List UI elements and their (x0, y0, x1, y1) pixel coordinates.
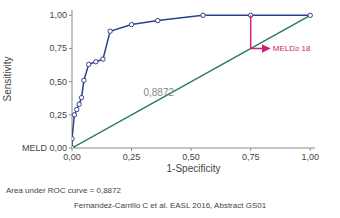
y-tick (69, 15, 72, 16)
y-tick-label: 0,50 (49, 77, 67, 87)
point (79, 95, 83, 99)
point (77, 102, 81, 106)
point (72, 146, 74, 148)
y-tick-label: 1,00 (49, 10, 67, 20)
y-tick-label: MELD 0,00 (22, 143, 67, 153)
x-axis (72, 148, 315, 149)
y-tick-label: 0,75 (49, 43, 67, 53)
series-line (72, 15, 310, 148)
y-tick (69, 148, 72, 149)
annotation-arrow (251, 48, 270, 50)
x-tick-label: 0,50 (182, 152, 200, 162)
annotation-line (250, 15, 252, 48)
annotation: MELD≥ 18 (273, 44, 311, 53)
y-tick-label: 0,25 (49, 110, 67, 120)
annotation: 0,8872 (143, 87, 174, 98)
point (108, 29, 112, 33)
point (94, 60, 98, 64)
point (308, 13, 312, 17)
x-tick-label: 0,25 (123, 152, 141, 162)
y-tick (69, 48, 72, 49)
x-axis-label: 1-Specificity (167, 163, 221, 174)
x-tick (310, 148, 311, 151)
point (72, 137, 74, 141)
x-tick-label: 0,75 (242, 152, 260, 162)
x-tick (191, 148, 192, 151)
x-tick (250, 148, 251, 151)
source: Fernandez-Carrillo C et al. EASL 2016, A… (74, 201, 267, 210)
point (201, 13, 205, 17)
point (129, 22, 133, 26)
y-tick (69, 114, 72, 115)
caption: Area under ROC curve = 0,8872 (6, 186, 122, 195)
y-axis-label: Sensitivity (2, 56, 13, 101)
point (156, 18, 160, 22)
point (82, 78, 86, 82)
y-axis (72, 10, 73, 148)
y-tick (69, 81, 72, 82)
x-tick-label: 1,00 (301, 152, 319, 162)
series-line (72, 15, 310, 148)
x-tick-label: 0,00 (63, 152, 81, 162)
point (101, 57, 105, 61)
point (72, 113, 76, 117)
point (75, 107, 79, 111)
chart: 0,00 0,25 0,50 0,75 1,00 MELD 0,00 0,25 0,50 0,7… (0, 0, 340, 218)
plot-area (72, 13, 312, 148)
x-tick (131, 148, 132, 151)
point (86, 62, 90, 66)
